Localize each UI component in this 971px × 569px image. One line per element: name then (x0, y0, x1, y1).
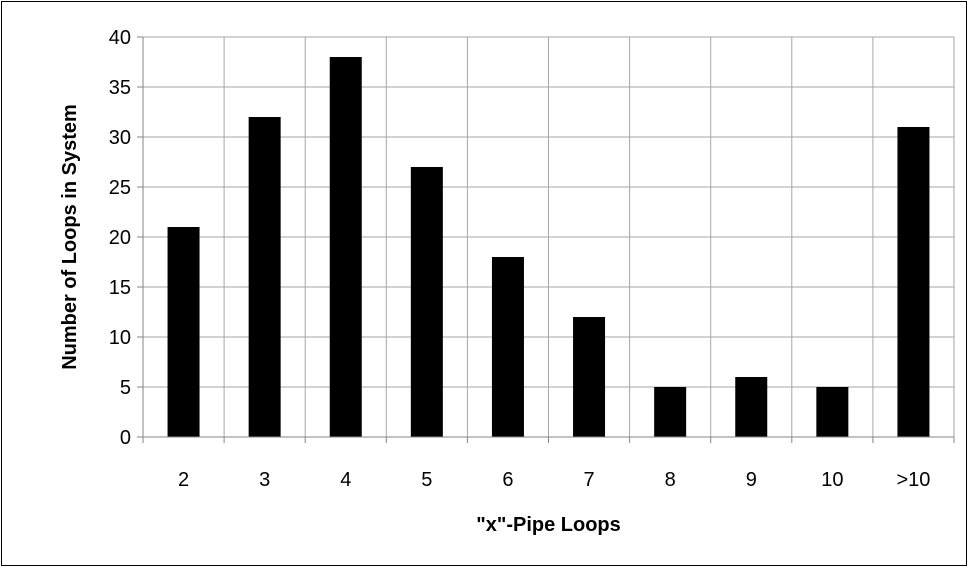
bar-4 (329, 57, 362, 437)
y-tick-label-2: 10 (109, 327, 131, 349)
x-tick-label-7: 9 (746, 469, 757, 491)
y-tick-label-8: 40 (109, 27, 131, 49)
x-tick-label-6: 8 (665, 469, 676, 491)
x-tick-label-5: 7 (583, 469, 594, 491)
x-tick-label-9: >10 (896, 469, 930, 491)
x-tick-label-4: 6 (502, 469, 513, 491)
bar-10 (816, 387, 849, 437)
bar->10 (897, 127, 930, 437)
axes (137, 36, 955, 443)
y-tick-label-7: 35 (109, 77, 131, 99)
y-tick-label-3: 15 (109, 277, 131, 299)
y-axis-title: Number of Loops in System (59, 104, 81, 370)
x-tick-label-2: 4 (340, 469, 351, 491)
bar-8 (654, 387, 687, 437)
y-tick-label-6: 30 (109, 127, 131, 149)
y-tick-label-4: 20 (109, 227, 131, 249)
y-tick-label-1: 5 (120, 377, 131, 399)
bar-3 (248, 117, 281, 437)
bar-9 (735, 377, 768, 437)
x-tick-label-1: 3 (259, 469, 270, 491)
bar-6 (491, 257, 524, 437)
tick-labels: 0 5 10 15 20 25 30 35 40 2 3 4 5 6 7 8 9 10 >10 (109, 27, 931, 491)
y-tick-label-0: 0 (120, 427, 131, 449)
y-tick-label-5: 25 (109, 177, 131, 199)
bar-2 (167, 227, 200, 437)
bar-5 (410, 167, 443, 437)
bars (167, 57, 930, 437)
bar-7 (573, 317, 606, 437)
x-axis-title: "x"-Pipe Loops (476, 514, 621, 536)
x-tick-label-8: 10 (821, 469, 843, 491)
x-tick-label-3: 5 (421, 469, 432, 491)
x-tick-label-0: 2 (178, 469, 189, 491)
